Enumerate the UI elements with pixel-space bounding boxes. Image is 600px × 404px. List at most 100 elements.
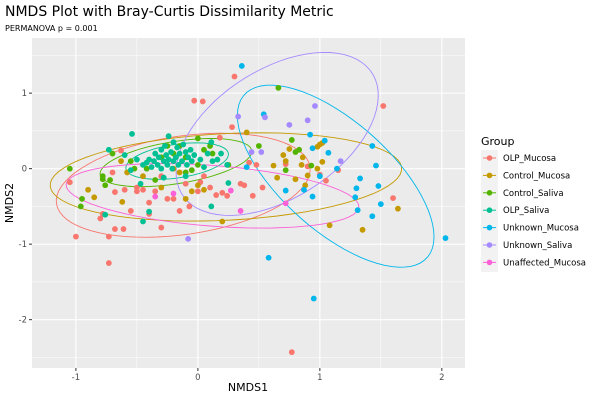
point-olp-saliva (188, 158, 195, 164)
y-axis-label: NMDS2 (3, 183, 16, 223)
point-olp-mucosa (105, 260, 112, 266)
legend-key-point (486, 207, 493, 213)
point-olp-mucosa (186, 203, 193, 210)
point-unknown-saliva (185, 235, 192, 242)
point-unknown-mucosa (309, 145, 316, 152)
point-unknown-saliva (262, 114, 268, 121)
point-control-mucosa (326, 222, 333, 229)
point-olp-saliva (165, 133, 172, 140)
x-axis-label: NMDS1 (228, 381, 268, 394)
point-control-saliva (209, 150, 216, 157)
point-olp-saliva (201, 164, 207, 171)
point-control-saliva (194, 135, 201, 142)
point-olp-mucosa (288, 349, 295, 356)
x-tick-label: 1 (317, 373, 322, 383)
point-olp-saliva (184, 161, 190, 168)
point-control-mucosa (319, 158, 326, 165)
ellipse-unaffected-mucosa (65, 163, 360, 229)
x-tick-label: -1 (72, 373, 80, 383)
point-control-mucosa (280, 152, 287, 158)
chart-title: NMDS Plot with Bray-Curtis Dissimilarity… (5, 4, 334, 20)
point-olp-mucosa (118, 147, 124, 154)
point-unknown-mucosa (243, 164, 250, 171)
point-control-saliva (288, 137, 295, 143)
point-unknown-mucosa (442, 235, 449, 242)
point-control-saliva (79, 195, 85, 202)
point-olp-saliva (197, 156, 204, 163)
point-control-saliva (188, 167, 195, 174)
chart-subtitle: PERMANOVA p = 0.001 (5, 24, 98, 33)
point-unaffected-mucosa (152, 193, 159, 200)
point-olp-saliva (140, 218, 146, 225)
point-control-mucosa (85, 186, 92, 193)
legend-label: Unknown_Saliva (503, 241, 572, 251)
point-olp-saliva (121, 152, 128, 158)
point-control-saliva (282, 167, 289, 174)
legend-key-point (486, 224, 493, 231)
point-control-mucosa (91, 194, 98, 201)
point-unknown-mucosa (352, 194, 359, 201)
point-control-mucosa (359, 226, 366, 233)
point-control-saliva (201, 146, 207, 153)
point-unknown-mucosa (334, 165, 340, 172)
point-olp-saliva (208, 203, 215, 210)
point-unaffected-mucosa (282, 200, 289, 207)
point-olp-mucosa (380, 103, 387, 109)
legend-key-point (486, 190, 493, 196)
point-control-mucosa (299, 154, 306, 161)
point-unknown-mucosa (307, 131, 313, 138)
point-olp-mucosa (66, 179, 73, 186)
point-olp-saliva (162, 143, 168, 149)
point-olp-saliva (152, 150, 159, 157)
point-unknown-mucosa (375, 183, 382, 189)
point-control-saliva (143, 165, 150, 172)
point-control-saliva (99, 176, 106, 183)
point-control-mucosa (282, 158, 289, 164)
point-olp-saliva (182, 173, 189, 180)
point-control-mucosa (302, 182, 309, 189)
point-unknown-saliva (286, 121, 293, 128)
point-unknown-mucosa (353, 185, 360, 192)
point-control-mucosa (140, 173, 146, 180)
point-unknown-mucosa (354, 207, 361, 214)
point-olp-mucosa (182, 180, 189, 187)
point-control-mucosa (119, 198, 126, 205)
legend-label: OLP_Saliva (503, 206, 549, 216)
legend-item: Unknown_Saliva (483, 241, 572, 251)
point-olp-saliva (204, 150, 211, 157)
y-tick-label: -2 (19, 316, 27, 326)
point-olp-saliva (218, 150, 224, 157)
legend-key-point (486, 172, 493, 179)
legend-label: Unknown_Mucosa (503, 224, 579, 234)
point-unknown-saliva (258, 149, 265, 155)
point-olp-saliva (182, 149, 189, 155)
point-control-saliva (308, 162, 315, 169)
point-olp-saliva (160, 158, 167, 164)
point-olp-mucosa (194, 188, 201, 195)
point-control-mucosa (176, 169, 183, 176)
point-olp-mucosa (146, 199, 152, 206)
point-olp-mucosa (216, 134, 223, 141)
point-olp-mucosa (390, 195, 396, 201)
point-olp-mucosa (259, 184, 266, 191)
data-points (66, 63, 449, 356)
y-axis-ticks: -2 -1 0 1 (19, 89, 32, 326)
point-unknown-saliva (312, 103, 318, 109)
point-unknown-saliva (304, 117, 311, 124)
point-unknown-mucosa (377, 201, 384, 208)
x-tick-label: 2 (439, 373, 444, 383)
point-olp-saliva (225, 180, 232, 186)
point-unaffected-mucosa (170, 190, 177, 197)
point-unknown-mucosa (369, 143, 376, 149)
point-olp-saliva (173, 154, 179, 161)
point-olp-mucosa (73, 233, 79, 240)
point-olp-mucosa (207, 184, 213, 191)
point-olp-mucosa (213, 192, 220, 198)
point-olp-saliva (154, 161, 161, 168)
point-control-mucosa (219, 218, 226, 225)
point-olp-saliva (151, 158, 157, 164)
legend-item: OLP_Saliva (483, 206, 549, 216)
point-control-mucosa (274, 174, 281, 181)
point-olp-mucosa (140, 186, 146, 193)
